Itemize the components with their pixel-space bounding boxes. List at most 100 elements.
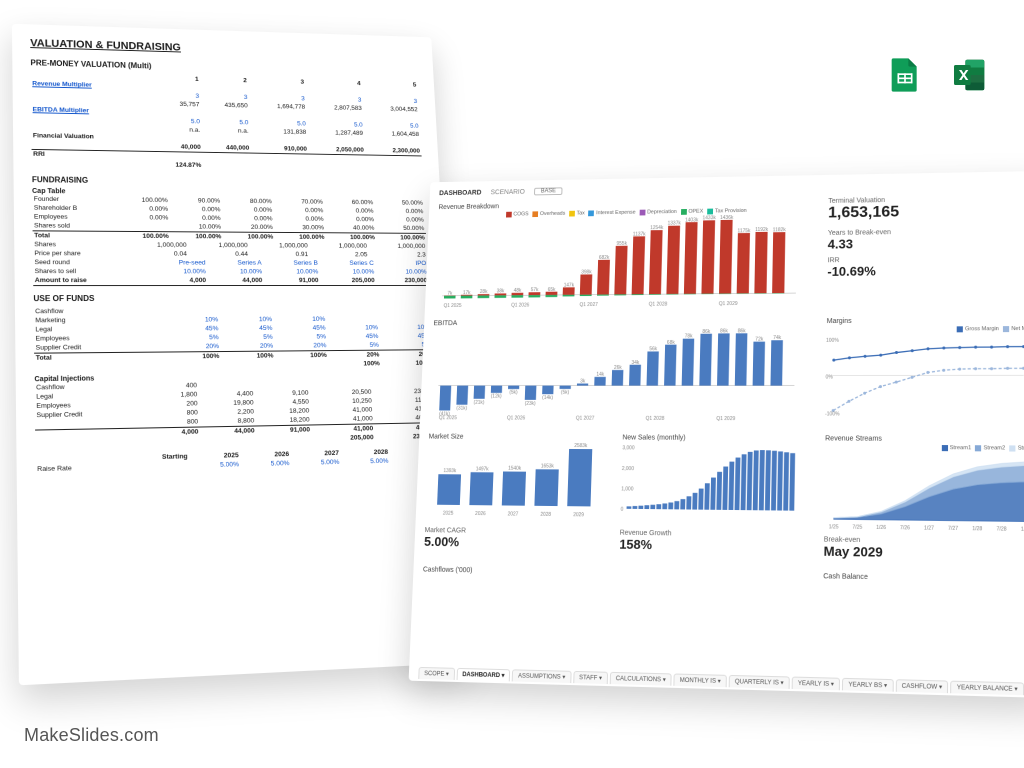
svg-text:17k: 17k [463, 290, 471, 296]
svg-text:2029: 2029 [573, 512, 584, 518]
dashboard-title: DASHBOARD [439, 189, 481, 196]
svg-text:14k: 14k [596, 372, 605, 378]
chart-margins: 100% 0% -100% [825, 332, 1024, 423]
kpi-breakeven-value: 4.33 [828, 234, 1024, 251]
kpi-irr-value: -10.69% [827, 262, 1024, 279]
svg-text:7k: 7k [447, 291, 453, 297]
svg-text:2583k: 2583k [574, 443, 588, 449]
svg-text:1433k: 1433k [702, 215, 716, 221]
google-sheets-icon [885, 55, 925, 95]
chart-cashflows-title: Cashflows ('000) [423, 566, 813, 580]
svg-text:48k: 48k [514, 288, 522, 294]
svg-text:(31k): (31k) [456, 406, 467, 412]
svg-text:7/27: 7/27 [948, 526, 958, 532]
excel-icon [949, 55, 989, 95]
svg-text:Q1 2026: Q1 2026 [507, 415, 526, 421]
svg-text:7/25: 7/25 [853, 524, 863, 530]
app-icons [885, 55, 989, 95]
svg-text:3,000: 3,000 [622, 445, 635, 451]
svg-text:1497k: 1497k [476, 466, 490, 472]
valuation-fundraising-sheet: VALUATION & FUNDRAISING PRE-MONEY VALUAT… [12, 24, 467, 686]
chart-cashbalance-title: Cash Balance [823, 573, 1024, 584]
tab-calculations[interactable]: CALCULATIONS ▾ [610, 672, 672, 686]
sheet-tabs[interactable]: SCOPE ▾DASHBOARD ▾ASSUMPTIONS ▾STAFF ▾CA… [409, 667, 1024, 696]
chart-market-size: 1393k 2025 1497k 2026 1540k 2027 1653k 2028 2583… [425, 442, 600, 522]
svg-text:1/25: 1/25 [829, 524, 839, 530]
svg-text:(12k): (12k) [491, 394, 502, 400]
svg-text:Q1 2029: Q1 2029 [716, 416, 735, 421]
tab-quarterly-is[interactable]: QUARTERLY IS ▾ [729, 675, 790, 689]
chart-new-sales: 01,0002,0003,000 [620, 443, 800, 525]
svg-text:1192k: 1192k [755, 227, 769, 233]
svg-text:2026: 2026 [475, 511, 486, 517]
table-captable: Founder100.00%90.00%80.00%70.00%60.00%50… [32, 195, 426, 242]
chart-revenue-breakdown: 7kQ1 202517k28k38k48kQ1 202657k65k147k39… [434, 213, 801, 308]
svg-text:Q1 2028: Q1 2028 [646, 416, 665, 422]
svg-text:74k: 74k [773, 335, 782, 341]
svg-text:2027: 2027 [508, 511, 519, 517]
svg-text:Q1 2025: Q1 2025 [443, 303, 461, 308]
svg-text:-100%: -100% [825, 411, 840, 417]
tab-yearly-bs[interactable]: YEARLY BS ▾ [842, 678, 893, 692]
svg-text:86k: 86k [720, 328, 729, 334]
chart-ebitda: (41k)Q1 2025(31k)(21k)(12k)(5k)Q1 2026(2… [429, 327, 799, 421]
svg-text:1393k: 1393k [443, 468, 457, 474]
svg-text:7/26: 7/26 [900, 525, 910, 531]
kpi-terminal-value: 1,653,165 [828, 202, 1024, 223]
chart-revenue-streams: 1/257/251/267/261/277/271/287/281/29 [824, 450, 1024, 531]
svg-text:(14k): (14k) [542, 395, 553, 401]
svg-text:1182k: 1182k [773, 227, 787, 233]
svg-text:955k: 955k [616, 241, 627, 247]
svg-text:398k: 398k [581, 269, 592, 275]
svg-text:(5k): (5k) [561, 390, 570, 396]
svg-text:1653k: 1653k [541, 463, 555, 469]
tab-cashflow[interactable]: CASHFLOW ▾ [895, 679, 948, 693]
svg-text:34k: 34k [631, 360, 640, 366]
svg-text:28k: 28k [480, 289, 488, 295]
svg-text:(23k): (23k) [525, 401, 536, 407]
tab-scope[interactable]: SCOPE ▾ [418, 667, 455, 680]
svg-text:3k: 3k [580, 379, 586, 385]
dashboard-sheet: DASHBOARD SCENARIO BASE Revenue Breakdow… [409, 171, 1024, 698]
scenario-selector[interactable]: BASE [534, 187, 563, 195]
sheet-title: VALUATION & FUNDRAISING [30, 38, 416, 61]
svg-text:86k: 86k [738, 328, 747, 334]
svg-text:Q1 2027: Q1 2027 [579, 302, 598, 308]
watermark: MakeSlides.com [24, 725, 159, 746]
svg-text:(5k): (5k) [509, 390, 518, 396]
section-fundraising: FUNDRAISING [32, 175, 424, 189]
svg-text:1540k: 1540k [508, 466, 522, 472]
svg-text:1403k: 1403k [685, 217, 699, 223]
svg-text:1/26: 1/26 [877, 525, 887, 531]
svg-text:100%: 100% [826, 338, 840, 344]
tab-staff[interactable]: STAFF ▾ [573, 671, 608, 684]
tab-monthly-is[interactable]: MONTHLY IS ▾ [674, 673, 727, 687]
svg-text:26k: 26k [614, 365, 623, 371]
svg-text:Q1 2026: Q1 2026 [511, 303, 530, 309]
svg-text:7/28: 7/28 [997, 526, 1008, 532]
svg-text:2028: 2028 [540, 512, 551, 518]
svg-text:78k: 78k [685, 334, 694, 340]
svg-text:Q1 2027: Q1 2027 [576, 416, 595, 422]
svg-text:57k: 57k [531, 287, 539, 293]
svg-text:1337k: 1337k [668, 221, 682, 227]
tab-dashboard[interactable]: DASHBOARD ▾ [456, 668, 510, 682]
svg-text:Q1 2028: Q1 2028 [649, 301, 668, 307]
svg-text:72k: 72k [755, 337, 764, 343]
svg-text:0: 0 [620, 507, 623, 513]
svg-text:1137k: 1137k [633, 231, 646, 237]
svg-text:68k: 68k [667, 340, 676, 346]
svg-text:2025: 2025 [443, 511, 454, 517]
svg-text:1436k: 1436k [720, 215, 734, 221]
svg-text:147k: 147k [564, 282, 575, 288]
svg-text:Q1 2029: Q1 2029 [719, 301, 738, 307]
svg-text:1254k: 1254k [650, 225, 664, 231]
tab-assumptions[interactable]: ASSUMPTIONS ▾ [512, 669, 571, 683]
tab-yearly-is[interactable]: YEARLY IS ▾ [792, 677, 841, 691]
svg-text:56k: 56k [649, 346, 658, 352]
svg-text:65k: 65k [548, 287, 556, 293]
table-premoney: 12345 Revenue Multiplier 33333 35,757435… [31, 71, 423, 173]
svg-text:0%: 0% [826, 374, 834, 380]
svg-text:(21k): (21k) [473, 400, 484, 406]
tab-yearly-balance[interactable]: YEARLY BALANCE ▾ [951, 681, 1024, 696]
